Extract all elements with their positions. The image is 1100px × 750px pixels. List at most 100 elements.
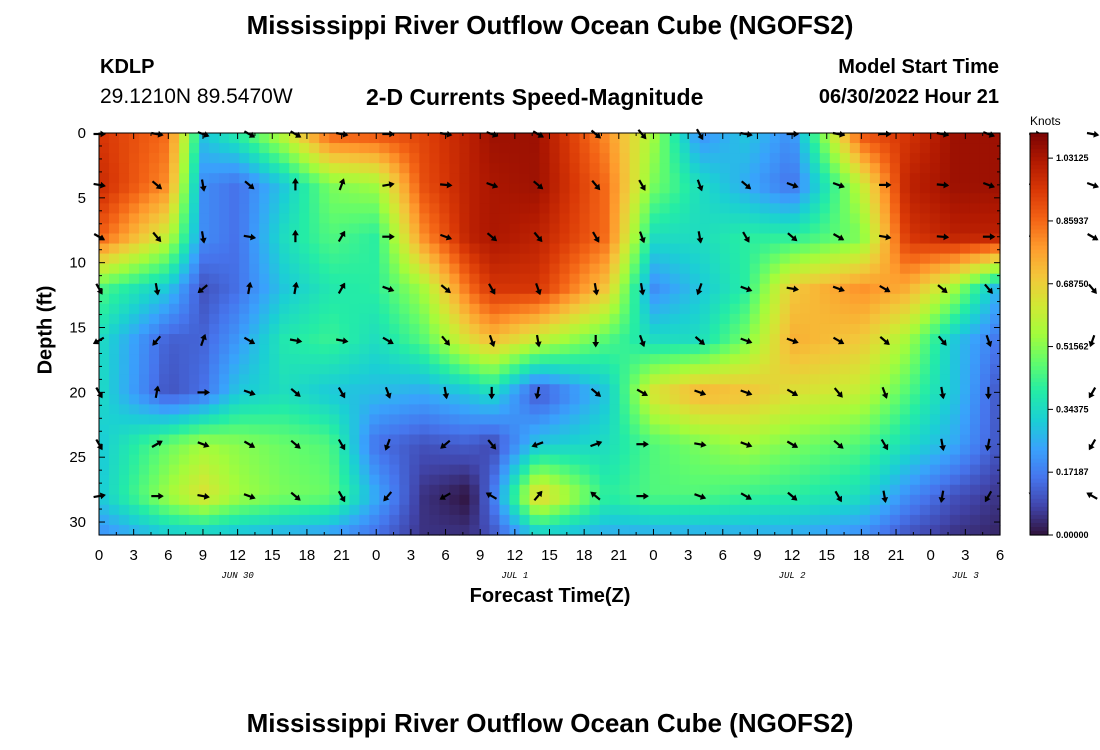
heatmap-cell xyxy=(369,484,380,496)
heatmap-cell xyxy=(839,344,851,355)
current-arrow xyxy=(151,492,164,500)
colorbar-segment xyxy=(1030,241,1048,247)
heatmap-cell xyxy=(979,243,991,255)
arrow-head xyxy=(439,493,446,500)
heatmap-cell xyxy=(619,374,631,385)
heatmap-cell xyxy=(829,223,841,235)
heatmap-cell xyxy=(709,183,721,194)
heatmap-cell xyxy=(769,424,781,436)
heatmap-cell xyxy=(309,464,320,476)
heatmap-cell xyxy=(139,303,150,315)
heatmap-cell xyxy=(169,374,180,385)
x-tick-label: 6 xyxy=(996,547,1004,564)
heatmap-cell xyxy=(749,223,761,235)
heatmap-cell xyxy=(589,223,601,235)
heatmap-cell xyxy=(669,213,681,225)
current-arrow xyxy=(488,386,496,400)
heatmap-cell xyxy=(229,484,240,496)
x-tick-label: 15 xyxy=(541,547,558,564)
heatmap-cell xyxy=(869,183,881,194)
heatmap-cell xyxy=(219,394,230,405)
heatmap-cell xyxy=(599,293,611,305)
heatmap-cell xyxy=(629,243,641,255)
heatmap-cell xyxy=(299,203,310,214)
heatmap-cell xyxy=(319,364,330,375)
heatmap-cell xyxy=(389,303,400,315)
heatmap-cell xyxy=(149,494,160,506)
heatmap-cell xyxy=(559,464,571,476)
current-arrow xyxy=(337,282,346,294)
heatmap-cell xyxy=(779,293,791,305)
heatmap-cell xyxy=(519,414,531,426)
x-axis-title: Forecast Time(Z) xyxy=(469,585,631,607)
heatmap-cell xyxy=(349,424,360,436)
heatmap-cell xyxy=(269,354,280,365)
heatmap-cell xyxy=(129,133,140,144)
heatmap-cell xyxy=(739,444,751,456)
heatmap-cell xyxy=(979,474,991,486)
heatmap-cell xyxy=(429,223,440,235)
heatmap-cell xyxy=(459,293,471,305)
heatmap-cell xyxy=(339,374,350,385)
current-arrow xyxy=(440,439,451,449)
heatmap-cell xyxy=(409,163,420,174)
heatmap-cell xyxy=(529,173,541,184)
heatmap-cell xyxy=(969,404,981,415)
heatmap-cell xyxy=(739,213,751,225)
heatmap-cell xyxy=(919,344,931,355)
heatmap-cell xyxy=(249,143,260,154)
heatmap-cell xyxy=(679,313,691,325)
heatmap-cell xyxy=(299,233,310,245)
heatmap-cell xyxy=(159,424,170,436)
heatmap-cell xyxy=(669,323,681,335)
heatmap-cell xyxy=(579,424,591,436)
heatmap-cell xyxy=(939,143,951,154)
heatmap-cell xyxy=(199,203,210,214)
heatmap-cell xyxy=(969,494,981,506)
heatmap-cell xyxy=(469,524,481,536)
heatmap-cell xyxy=(959,494,971,506)
heatmap-cell xyxy=(399,263,410,275)
heatmap-cell xyxy=(249,374,260,385)
heatmap-cell xyxy=(259,464,270,476)
heatmap-cell xyxy=(219,434,230,446)
heatmap-cell xyxy=(809,203,821,214)
heatmap-cell xyxy=(269,323,280,335)
heatmap-cell xyxy=(649,153,661,164)
heatmap-cell xyxy=(709,464,721,476)
heatmap-cell xyxy=(609,213,621,225)
heatmap-cell xyxy=(759,394,771,405)
heatmap-cell xyxy=(439,173,450,184)
heatmap-cell xyxy=(439,374,450,385)
heatmap-cell xyxy=(179,303,190,315)
heatmap-cell xyxy=(129,303,140,315)
heatmap-cell xyxy=(759,334,771,345)
heatmap-cell xyxy=(189,303,200,315)
heatmap-cell xyxy=(109,474,120,486)
arrow-head xyxy=(837,234,845,241)
heatmap-cell xyxy=(269,143,280,154)
heatmap-cell xyxy=(789,454,801,466)
heatmap-cell xyxy=(799,474,811,486)
heatmap-cell xyxy=(339,143,350,154)
heatmap-cell xyxy=(919,183,931,194)
current-arrow xyxy=(439,181,453,189)
arrow-head xyxy=(339,392,346,399)
heatmap-cell xyxy=(649,233,661,245)
arrow-head xyxy=(485,492,493,499)
heatmap-cell xyxy=(599,514,611,526)
heatmap-cell xyxy=(699,394,711,405)
heatmap-cell xyxy=(479,434,491,446)
heatmap-cell xyxy=(639,434,651,446)
heatmap-cell xyxy=(419,303,430,315)
heatmap-cell xyxy=(149,364,160,375)
heatmap-cell xyxy=(419,323,430,335)
heatmap-cell xyxy=(889,293,901,305)
heatmap-cell xyxy=(299,514,310,526)
heatmap-cell xyxy=(439,273,450,285)
heatmap-cell xyxy=(359,203,370,214)
heatmap-cell xyxy=(99,313,110,325)
heatmap-cell xyxy=(459,454,471,466)
heatmap-cell xyxy=(99,253,110,265)
current-arrow xyxy=(592,283,600,296)
